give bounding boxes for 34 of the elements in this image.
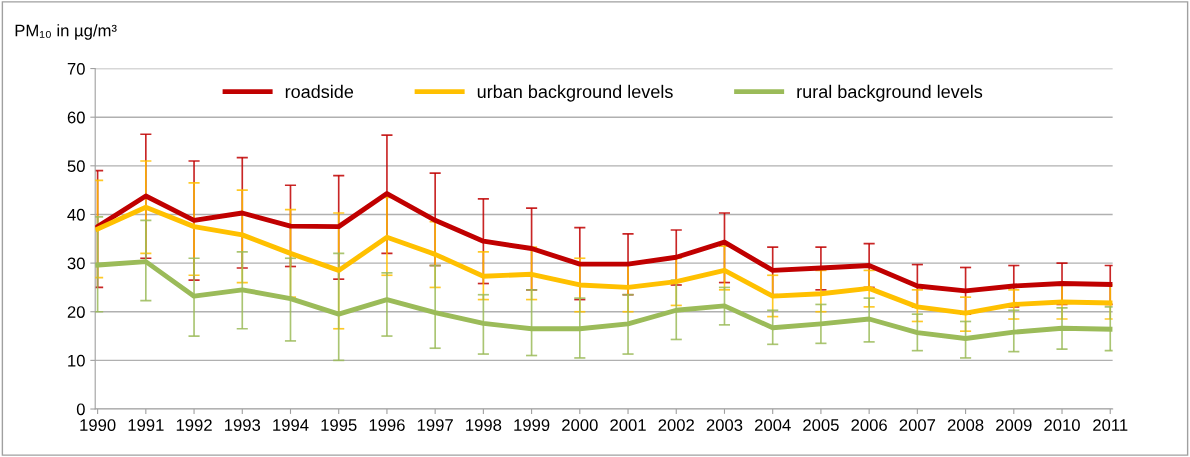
y-tick-label: 60: [67, 111, 85, 124]
legend-label: roadside: [285, 84, 354, 99]
x-tick-label: 2005: [803, 419, 839, 431]
x-tick-label: 1994: [273, 419, 309, 431]
x-tick-label: 2007: [899, 419, 936, 431]
x-tick-label: 2003: [706, 419, 743, 431]
x-tick-label: 1995: [321, 419, 357, 431]
x-tick-label: 2004: [755, 419, 791, 431]
x-tick-label: 1991: [128, 419, 164, 431]
x-tick-label: 2008: [947, 419, 984, 431]
x-tick-label: 1996: [369, 419, 405, 431]
x-tick-label: 1993: [225, 419, 261, 431]
x-tick-label: 2010: [1044, 419, 1080, 431]
y-tick-label: 70: [67, 62, 85, 75]
y-tick-label: 20: [67, 306, 85, 318]
x-tick-label: 1999: [514, 419, 550, 431]
y-tick-label: 10: [68, 354, 85, 367]
x-tick-label: 2006: [851, 419, 887, 431]
x-tick-label: 2011: [1093, 419, 1128, 431]
y-tick-label: 30: [67, 257, 85, 270]
x-tick-label: 1998: [466, 419, 502, 431]
x-tick-label: 1990: [80, 419, 116, 431]
x-tick-label: 2009: [996, 419, 1032, 431]
y-tick-label: 0: [76, 403, 85, 416]
x-tick-label: 1992: [176, 419, 212, 431]
legend-label: rural background levels: [797, 84, 983, 102]
x-tick-label: 2002: [658, 419, 694, 431]
x-tick-label: 2001: [610, 419, 646, 431]
y-axis-title: PM₁₀ in µg/m³: [15, 24, 117, 40]
legend-label: urban background levels: [477, 84, 673, 102]
x-tick-label: 2000: [562, 419, 598, 431]
y-tick-label: 50: [67, 160, 85, 173]
y-tick-label: 40: [67, 208, 85, 221]
x-tick-label: 1997: [417, 419, 453, 431]
